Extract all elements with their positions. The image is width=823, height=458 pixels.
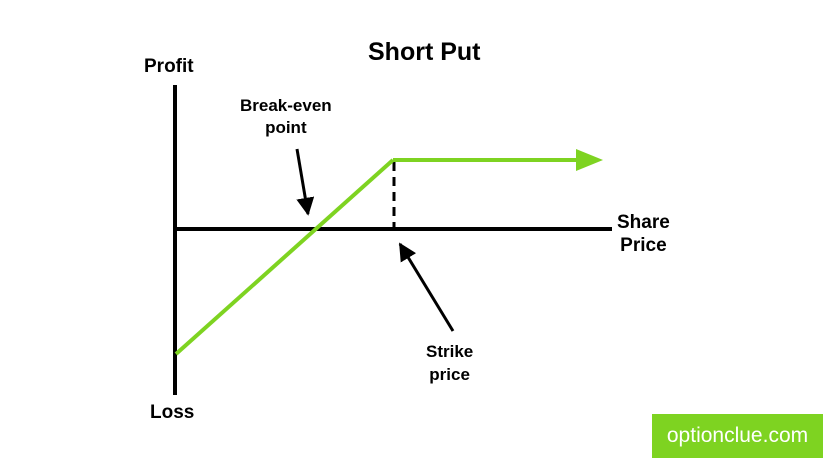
strike-line2: price bbox=[429, 365, 470, 384]
watermark-background bbox=[652, 414, 823, 458]
profit-label: Profit bbox=[144, 56, 194, 77]
break-even-line1: Break-even bbox=[240, 96, 332, 115]
arrow-right-icon bbox=[576, 149, 603, 171]
break-even-line2: point bbox=[265, 118, 307, 137]
share-price-line1: Share bbox=[617, 212, 670, 233]
payoff-line-rising bbox=[174, 158, 395, 356]
share-price-line2: Price bbox=[620, 235, 667, 256]
strike-arrow-icon bbox=[398, 242, 455, 332]
break-even-arrow-icon bbox=[295, 148, 315, 216]
loss-label: Loss bbox=[150, 402, 195, 423]
strike-price-label: Strike price bbox=[426, 340, 473, 386]
diagram-title: Short Put bbox=[368, 38, 481, 66]
watermark-text: optionclue.com bbox=[666, 424, 809, 447]
strike-line1: Strike bbox=[426, 342, 474, 361]
break-even-label: Break-even point bbox=[240, 95, 332, 139]
share-price-label: Share Price bbox=[617, 211, 670, 257]
